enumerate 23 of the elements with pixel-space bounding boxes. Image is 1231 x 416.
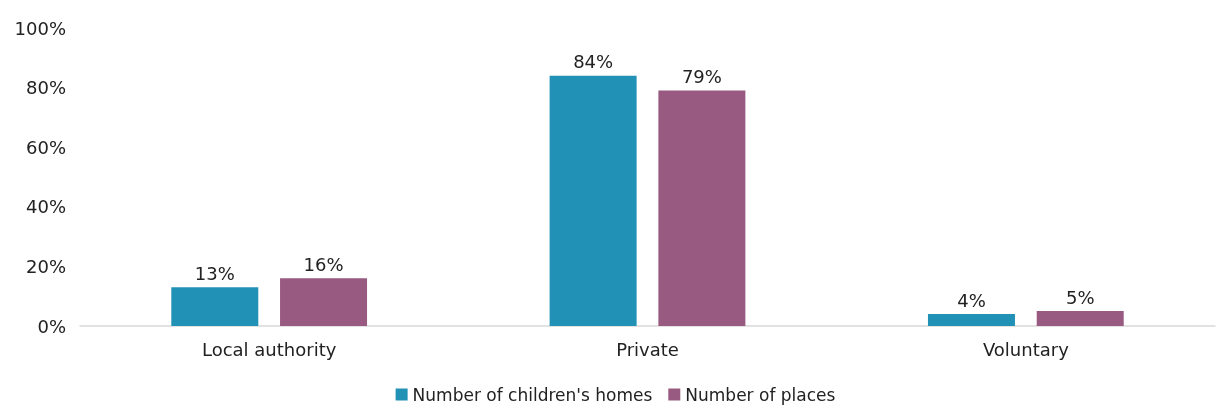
y-tick-label: 0% xyxy=(37,315,66,337)
legend-label: Number of places xyxy=(685,384,836,405)
x-tick-label: Voluntary xyxy=(982,338,1070,360)
y-tick-label: 60% xyxy=(25,136,66,158)
legend-label: Number of children's homes xyxy=(412,384,653,405)
y-tick-label: 80% xyxy=(25,77,66,99)
bar xyxy=(280,278,368,326)
x-tick-label: Local authority xyxy=(201,338,337,360)
data-label: 84% xyxy=(573,51,614,73)
data-label: 5% xyxy=(1065,286,1095,308)
y-tick-label: 100% xyxy=(14,17,66,39)
bar xyxy=(171,287,259,326)
bar xyxy=(549,75,637,326)
bar xyxy=(1036,311,1124,326)
data-label: 79% xyxy=(681,66,722,88)
bar xyxy=(658,90,746,326)
y-tick-label: 40% xyxy=(25,196,66,218)
data-label: 13% xyxy=(194,262,235,284)
x-tick-label: Private xyxy=(616,338,679,360)
bar xyxy=(927,314,1015,326)
data-label: 16% xyxy=(303,253,344,275)
data-label: 4% xyxy=(957,289,986,311)
y-tick-label: 20% xyxy=(25,255,66,277)
